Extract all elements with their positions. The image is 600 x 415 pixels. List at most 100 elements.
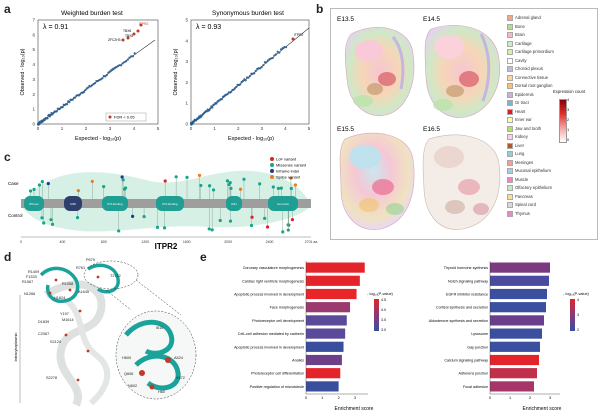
- axis-tick-label: 0: [37, 126, 40, 131]
- tissue-legend-item: Brain: [507, 32, 525, 38]
- tissue-swatch: [507, 32, 513, 38]
- variant-legend-label: LoF variant: [276, 157, 297, 162]
- tissue-label: Muscle: [515, 176, 529, 182]
- tissue-legend-item: Choroid plexus: [507, 66, 543, 72]
- qq-left-gene-4: ZFC2H3: [108, 38, 121, 42]
- axis-tick-label: 4: [284, 126, 287, 131]
- residue-label: A1645: [78, 290, 89, 294]
- tissue-label: Meninges: [515, 159, 534, 165]
- variant-dot: [211, 188, 216, 192]
- colorbar-tick: 4: [567, 97, 570, 102]
- tissue-label: Cartilage: [515, 40, 532, 46]
- variant-dot: [289, 176, 293, 180]
- embryo-e135: [344, 27, 415, 116]
- qq-point: [121, 62, 124, 65]
- residue-label: R1058: [62, 282, 73, 286]
- enrichment-term: Focal adhesion: [463, 385, 488, 389]
- variant-legend-dot: [270, 169, 274, 173]
- residue-label: T2712: [110, 274, 121, 278]
- enrichment-bar: [306, 328, 346, 339]
- qq-point: [105, 73, 108, 77]
- qq-point-significant: [126, 36, 130, 40]
- qq-plot-weighted: Weighted burden test λ = 0.91 ITPR2 TBX6…: [20, 10, 160, 142]
- enrichment-bar: [490, 341, 540, 352]
- enrichment-bar: [490, 288, 547, 300]
- colorbar-tick: 3: [567, 107, 570, 112]
- enrichment-bar: [490, 275, 549, 286]
- side-label: Intracytoplasmic: [13, 333, 18, 362]
- enrichment-bar: [306, 262, 365, 273]
- tissue-legend-item: Connective tissue: [507, 74, 548, 81]
- tissue-legend-item: Thymus: [507, 210, 530, 217]
- variant-dot: [49, 218, 53, 222]
- variant-dot: [117, 229, 121, 233]
- legend-tick: 4.5: [381, 298, 386, 302]
- residue-label-zoom: N602: [128, 384, 137, 388]
- tissue-swatch: [507, 108, 513, 115]
- variant-dot: [199, 183, 203, 188]
- enrichment-term: Gap junction: [467, 345, 488, 349]
- protein-domain: [64, 196, 82, 211]
- residue-label: M1614: [62, 318, 74, 322]
- axis-tick-label: 3: [354, 396, 356, 400]
- control-label: Control: [8, 213, 23, 218]
- qq-point: [230, 90, 233, 93]
- variant-dot: [32, 187, 36, 192]
- enrichment-term: Aldosterone synthesis and secretion: [429, 319, 488, 323]
- qq-point: [118, 64, 121, 67]
- enrichment-term: Cell–cell adhesion mediated by cadherin: [238, 332, 304, 336]
- variant-dot: [238, 187, 243, 191]
- variant-dot: [197, 173, 202, 177]
- axis-tick-label: 0: [489, 396, 491, 400]
- variant-dot: [76, 188, 80, 193]
- qq-right-title: Synonymous burden test: [212, 10, 284, 17]
- variant-dot: [210, 228, 214, 232]
- variant-dot: [276, 186, 281, 191]
- variant-dot: [279, 186, 283, 190]
- axis-tick-label: 1: [32, 107, 35, 112]
- domain-label: Ion-trans: [277, 202, 289, 206]
- variant-dot: [281, 230, 285, 234]
- qq-point: [215, 102, 218, 105]
- variant-dot: [163, 179, 167, 183]
- qq-point: [61, 105, 64, 109]
- protein-domain: [102, 196, 128, 211]
- tissue-swatch: [507, 193, 513, 200]
- residue-label-zoom: V472: [176, 376, 185, 380]
- variant-dot: [250, 215, 254, 219]
- colorbar-tick: 1: [567, 127, 570, 132]
- tissue-swatch: [507, 125, 513, 132]
- axis-tick-label: 5: [157, 126, 160, 131]
- qq-point: [46, 117, 49, 120]
- tissue-legend-item: Kidney: [507, 134, 528, 140]
- enrichment-bar: [490, 262, 550, 273]
- variant-dot: [90, 179, 94, 184]
- qq-point: [248, 74, 252, 78]
- qq-point-significant: [136, 29, 140, 33]
- variant-dot: [142, 215, 146, 219]
- legend-tick: 3.0: [381, 328, 386, 332]
- enrichment-bar: [490, 354, 539, 366]
- stage-e155: E15.5: [337, 126, 354, 133]
- residue-label-zoom: A524: [174, 356, 183, 360]
- variant-dot: [263, 216, 267, 220]
- tissue-label: Jaw and tooth: [515, 125, 542, 131]
- variant-dot: [228, 219, 233, 223]
- qq-point: [120, 64, 123, 67]
- tissue-swatch: [507, 117, 513, 123]
- qq-point: [265, 61, 268, 64]
- qq-point: [208, 108, 211, 112]
- tissue-label: Lung: [515, 151, 525, 157]
- stage-e145: E14.5: [423, 16, 440, 23]
- tissue-label: Pancreas: [515, 193, 533, 199]
- qq-left-title: Weighted burden test: [61, 10, 123, 17]
- axis-tick-label: 2: [32, 92, 35, 97]
- variant-dot: [227, 182, 231, 187]
- variant-dot: [123, 186, 128, 190]
- tissue-legend-item: Spinal cord: [507, 202, 536, 208]
- embryo-sections: E13.5 E14.5 E15.5 E16.5: [337, 16, 501, 230]
- axis-tick-label: 3: [185, 59, 188, 64]
- qq-point: [89, 85, 92, 88]
- variant-dot: [207, 227, 211, 231]
- axis-tick-label: 1: [185, 101, 188, 106]
